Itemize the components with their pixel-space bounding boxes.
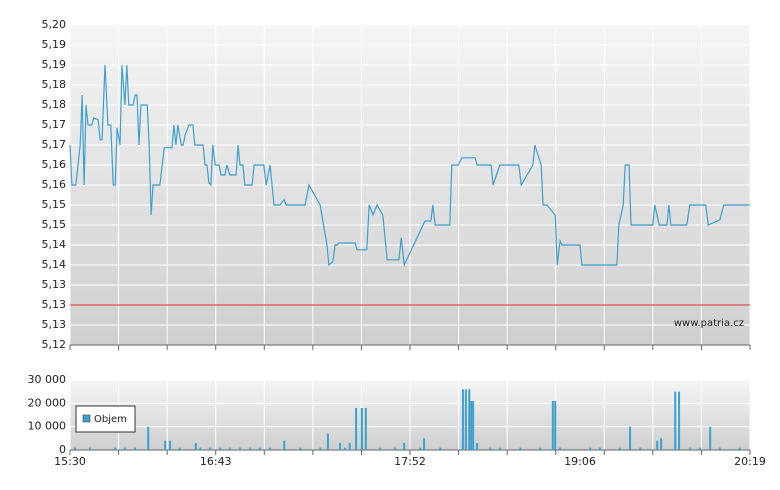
volume-bar — [660, 438, 663, 450]
volume-bar — [698, 447, 701, 450]
volume-bar — [343, 447, 346, 450]
volume-bar — [228, 447, 231, 450]
y-tick-label: 0 — [59, 443, 66, 456]
y-tick-label: 5,17 — [42, 118, 67, 131]
volume-bar — [468, 389, 471, 450]
volume-bar — [709, 426, 712, 450]
volume-bar — [364, 408, 367, 450]
volume-bar — [419, 447, 422, 450]
volume-bar — [123, 447, 126, 450]
volume-bar — [551, 401, 554, 450]
y-tick-label: 20 000 — [28, 396, 67, 409]
x-tick-label: 17:52 — [394, 455, 426, 468]
y-tick-label: 5,14 — [42, 238, 67, 251]
volume-bar — [629, 426, 632, 450]
volume-bar — [269, 447, 272, 450]
y-tick-label: 5,15 — [42, 198, 67, 211]
volume-bar — [470, 401, 473, 450]
volume-bar — [489, 447, 492, 450]
volume-bar — [147, 426, 150, 450]
volume-bar — [476, 443, 479, 450]
volume-bar — [639, 447, 642, 450]
legend-label: Objem — [94, 414, 127, 425]
volume-bar — [239, 447, 241, 450]
volume-bar — [164, 440, 167, 450]
volume-bar — [519, 447, 522, 450]
y-tick-label: 10 000 — [28, 420, 67, 433]
volume-bar — [423, 438, 426, 450]
volume-bar — [539, 447, 542, 450]
volume-bar — [249, 447, 252, 450]
volume-bar — [114, 447, 117, 450]
volume-bar — [326, 433, 329, 450]
x-tick-label: 15:30 — [54, 455, 86, 468]
volume-bar — [378, 447, 381, 450]
price-line — [69, 64, 750, 268]
volume-bar — [134, 447, 137, 450]
volume-bar — [678, 391, 681, 450]
volume-bar — [73, 447, 76, 450]
volume-bar — [598, 447, 601, 450]
volume-bar — [472, 401, 475, 450]
volume-bar — [88, 447, 91, 450]
y-tick-label: 30 000 — [28, 373, 67, 386]
y-tick-label: 5,19 — [42, 38, 67, 51]
y-tick-label: 5,13 — [42, 318, 67, 331]
y-tick-label: 5,20 — [42, 18, 67, 31]
volume-bar — [169, 440, 172, 450]
volume-bar — [618, 447, 621, 450]
volume-bar — [674, 391, 677, 450]
volume-bar — [589, 447, 592, 450]
watermark: www.patria.cz — [674, 318, 744, 329]
volume-bar — [439, 447, 442, 450]
legend-swatch — [82, 414, 91, 423]
y-tick-label: 5,16 — [42, 158, 67, 171]
volume-bar — [461, 389, 464, 450]
y-tick-label: 5,12 — [42, 338, 67, 351]
volume-bar — [554, 401, 557, 450]
volume-bar — [738, 447, 741, 450]
x-tick-label: 19:06 — [564, 455, 596, 468]
y-tick-label: 5,14 — [42, 258, 67, 271]
volume-bar — [348, 443, 351, 450]
x-tick-label: 16:43 — [200, 455, 232, 468]
volume-bar — [403, 443, 406, 450]
y-tick-label: 5,18 — [42, 78, 67, 91]
y-tick-label: 5,18 — [42, 98, 67, 111]
volume-bar — [718, 447, 721, 450]
volume-bar — [689, 447, 692, 450]
volume-bar — [283, 440, 286, 450]
volume-bar — [299, 447, 302, 450]
y-tick-label: 5,17 — [42, 138, 67, 151]
y-tick-label: 5,13 — [42, 298, 67, 311]
y-tick-label: 5,13 — [42, 278, 67, 291]
volume-bar — [208, 447, 211, 450]
volume-bar — [355, 408, 358, 450]
x-tick-label: 20:19 — [734, 455, 766, 468]
y-tick-label: 5,15 — [42, 218, 67, 231]
volume-bar — [219, 447, 222, 450]
volume-bar — [393, 447, 396, 450]
volume-bar — [199, 447, 202, 450]
volume-bar — [498, 447, 501, 450]
volume-bar — [258, 447, 261, 450]
volume-bar — [656, 440, 659, 450]
volume-bar — [194, 443, 197, 450]
volume-bar — [360, 408, 363, 450]
volume-bar — [178, 447, 181, 450]
volume-bar — [319, 447, 322, 450]
volume-bar — [559, 447, 562, 450]
y-tick-label: 5,16 — [42, 178, 67, 191]
volume-bar — [464, 389, 467, 450]
y-tick-label: 5,19 — [42, 58, 67, 71]
volume-bar — [339, 443, 342, 450]
